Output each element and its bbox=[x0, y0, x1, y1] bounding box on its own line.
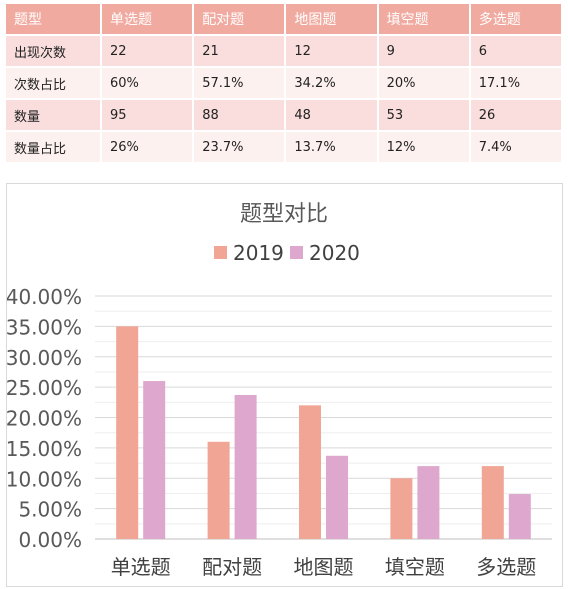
legend-swatch bbox=[214, 246, 227, 259]
table-cell: 48 bbox=[286, 100, 377, 130]
table-row: 数量占比 26% 23.7% 13.7% 12% 7.4% bbox=[6, 132, 561, 162]
legend-label: 2019 bbox=[233, 241, 284, 265]
table-cell: 12 bbox=[286, 36, 377, 66]
table-cell: 22 bbox=[102, 36, 193, 66]
table-row: 出现次数 22 21 12 9 6 bbox=[6, 36, 561, 66]
table-cell: 26 bbox=[470, 100, 561, 130]
y-tick-label: 5.00% bbox=[18, 498, 82, 522]
x-axis-ticks: 单选题 配对题 地图题 填空题 多选题 bbox=[111, 555, 537, 579]
bar-2020-多选题 bbox=[508, 494, 531, 539]
table-header-cell: 题型 bbox=[6, 4, 100, 34]
y-tick-label: 20.00% bbox=[7, 407, 82, 431]
chart-bars bbox=[116, 326, 531, 539]
table-row-label: 数量 bbox=[6, 100, 100, 130]
table-row-label: 出现次数 bbox=[6, 36, 100, 66]
table-header-cell: 单选题 bbox=[102, 4, 193, 34]
table-cell: 53 bbox=[378, 100, 469, 130]
chart-legend: 2019 2020 bbox=[214, 241, 360, 265]
bar-2019-单选题 bbox=[116, 326, 139, 539]
y-tick-label: 35.00% bbox=[7, 315, 82, 339]
y-tick-label: 40.00% bbox=[7, 285, 82, 309]
bar-2020-配对题 bbox=[234, 395, 257, 539]
table-cell: 88 bbox=[194, 100, 285, 130]
legend-swatch bbox=[290, 246, 303, 259]
y-tick-label: 15.00% bbox=[7, 437, 82, 461]
y-tick-label: 25.00% bbox=[7, 376, 82, 400]
table-header-cell: 地图题 bbox=[286, 4, 377, 34]
table-cell: 12% bbox=[378, 132, 469, 162]
table-cell: 34.2% bbox=[286, 68, 377, 98]
x-tick-label: 单选题 bbox=[111, 555, 171, 579]
bar-2019-填空题 bbox=[390, 478, 413, 539]
bar-2020-单选题 bbox=[143, 381, 166, 539]
table-header-row: 题型 单选题 配对题 地图题 填空题 多选题 bbox=[6, 4, 561, 34]
table-cell: 60% bbox=[102, 68, 193, 98]
table-cell: 9 bbox=[378, 36, 469, 66]
chart-gridlines bbox=[95, 295, 552, 540]
table-cell: 7.4% bbox=[470, 132, 561, 162]
table-cell: 26% bbox=[102, 132, 193, 162]
table-cell: 57.1% bbox=[194, 68, 285, 98]
table-cell: 17.1% bbox=[470, 68, 561, 98]
table-cell: 6 bbox=[470, 36, 561, 66]
bar-2020-填空题 bbox=[417, 466, 440, 539]
bar-2019-多选题 bbox=[481, 466, 504, 539]
chart-title: 题型对比 bbox=[240, 202, 328, 227]
table-cell: 13.7% bbox=[286, 132, 377, 162]
x-tick-label: 配对题 bbox=[202, 555, 262, 579]
bar-2020-地图题 bbox=[326, 455, 348, 539]
y-tick-label: 30.00% bbox=[7, 346, 82, 370]
table-cell: 95 bbox=[102, 100, 193, 130]
table-row: 数量 95 88 48 53 26 bbox=[6, 100, 561, 130]
y-axis-ticks: 0.00% 5.00% 10.00% 15.00% 20.00% 25.00% 30.00%… bbox=[7, 285, 82, 552]
bar-chart: 题型对比 2019 2020 0.00% 5.00% 10.00% 15.00% 20.0… bbox=[7, 202, 552, 579]
y-tick-label: 0.00% bbox=[18, 528, 82, 552]
x-tick-label: 填空题 bbox=[385, 555, 445, 579]
table-header-cell: 多选题 bbox=[470, 4, 561, 34]
table-header-cell: 填空题 bbox=[378, 4, 469, 34]
y-tick-label: 10.00% bbox=[7, 467, 82, 491]
table-cell: 23.7% bbox=[194, 132, 285, 162]
stats-table: 题型 单选题 配对题 地图题 填空题 多选题 出现次数 22 21 12 9 6… bbox=[4, 2, 563, 164]
table-row-label: 次数占比 bbox=[6, 68, 100, 98]
table-header-cell: 配对题 bbox=[194, 4, 285, 34]
legend-label: 2020 bbox=[309, 241, 360, 265]
table-row-label: 数量占比 bbox=[6, 132, 100, 162]
table-cell: 20% bbox=[378, 68, 469, 98]
table-row: 次数占比 60% 57.1% 34.2% 20% 17.1% bbox=[6, 68, 561, 98]
chart-panel: 题型对比 2019 2020 0.00% 5.00% 10.00% 15.00% 20.0… bbox=[6, 183, 563, 587]
bar-2019-配对题 bbox=[207, 441, 230, 539]
table-cell: 21 bbox=[194, 36, 285, 66]
x-tick-label: 多选题 bbox=[476, 555, 536, 579]
bar-2019-地图题 bbox=[299, 405, 321, 539]
x-tick-label: 地图题 bbox=[294, 555, 354, 579]
